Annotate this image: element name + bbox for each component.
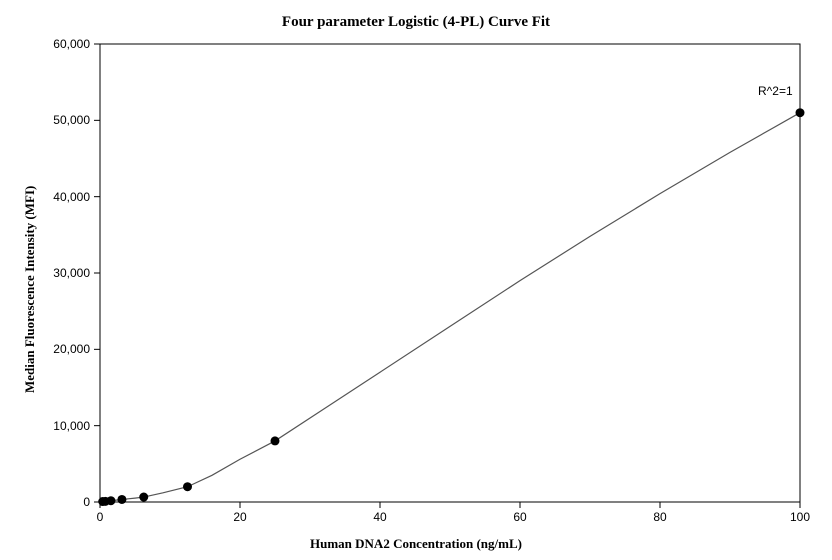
data-point	[796, 108, 805, 117]
x-tick-label: 40	[360, 510, 400, 524]
y-tick-label: 0	[0, 495, 90, 509]
x-tick-label: 0	[80, 510, 120, 524]
y-tick-label: 30,000	[0, 266, 90, 280]
data-point	[183, 482, 192, 491]
plot-area-border	[100, 44, 800, 502]
x-tick-label: 60	[500, 510, 540, 524]
y-tick-label: 60,000	[0, 37, 90, 51]
y-tick-label: 10,000	[0, 419, 90, 433]
data-point	[106, 496, 115, 505]
x-tick-label: 20	[220, 510, 260, 524]
x-tick-label: 100	[780, 510, 820, 524]
y-tick-label: 50,000	[0, 113, 90, 127]
chart-svg	[0, 0, 832, 560]
r-squared-annotation: R^2=1	[758, 84, 793, 98]
chart-container: Four parameter Logistic (4-PL) Curve Fit…	[0, 0, 832, 560]
data-point	[117, 495, 126, 504]
data-point	[271, 436, 280, 445]
y-tick-label: 20,000	[0, 342, 90, 356]
x-tick-label: 80	[640, 510, 680, 524]
data-point	[139, 493, 148, 502]
y-tick-label: 40,000	[0, 190, 90, 204]
